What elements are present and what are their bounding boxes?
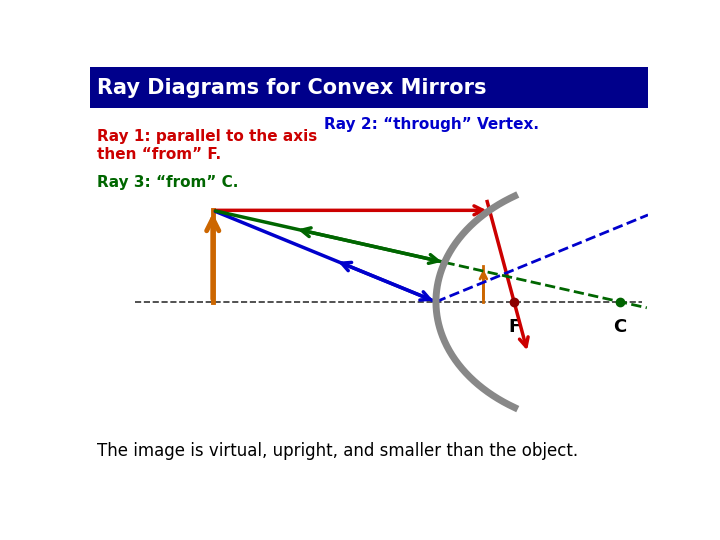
Text: Ray 1: parallel to the axis
then “from” F.: Ray 1: parallel to the axis then “from” … <box>96 129 317 161</box>
Text: F: F <box>508 319 521 336</box>
Text: Ray 3: “from” C.: Ray 3: “from” C. <box>96 175 238 190</box>
Text: C: C <box>613 319 626 336</box>
Text: The image is virtual, upright, and smaller than the object.: The image is virtual, upright, and small… <box>96 442 578 460</box>
Bar <box>90 67 648 109</box>
Text: Ray 2: “through” Vertex.: Ray 2: “through” Vertex. <box>324 117 539 132</box>
Text: Ray Diagrams for Convex Mirrors: Ray Diagrams for Convex Mirrors <box>96 78 486 98</box>
